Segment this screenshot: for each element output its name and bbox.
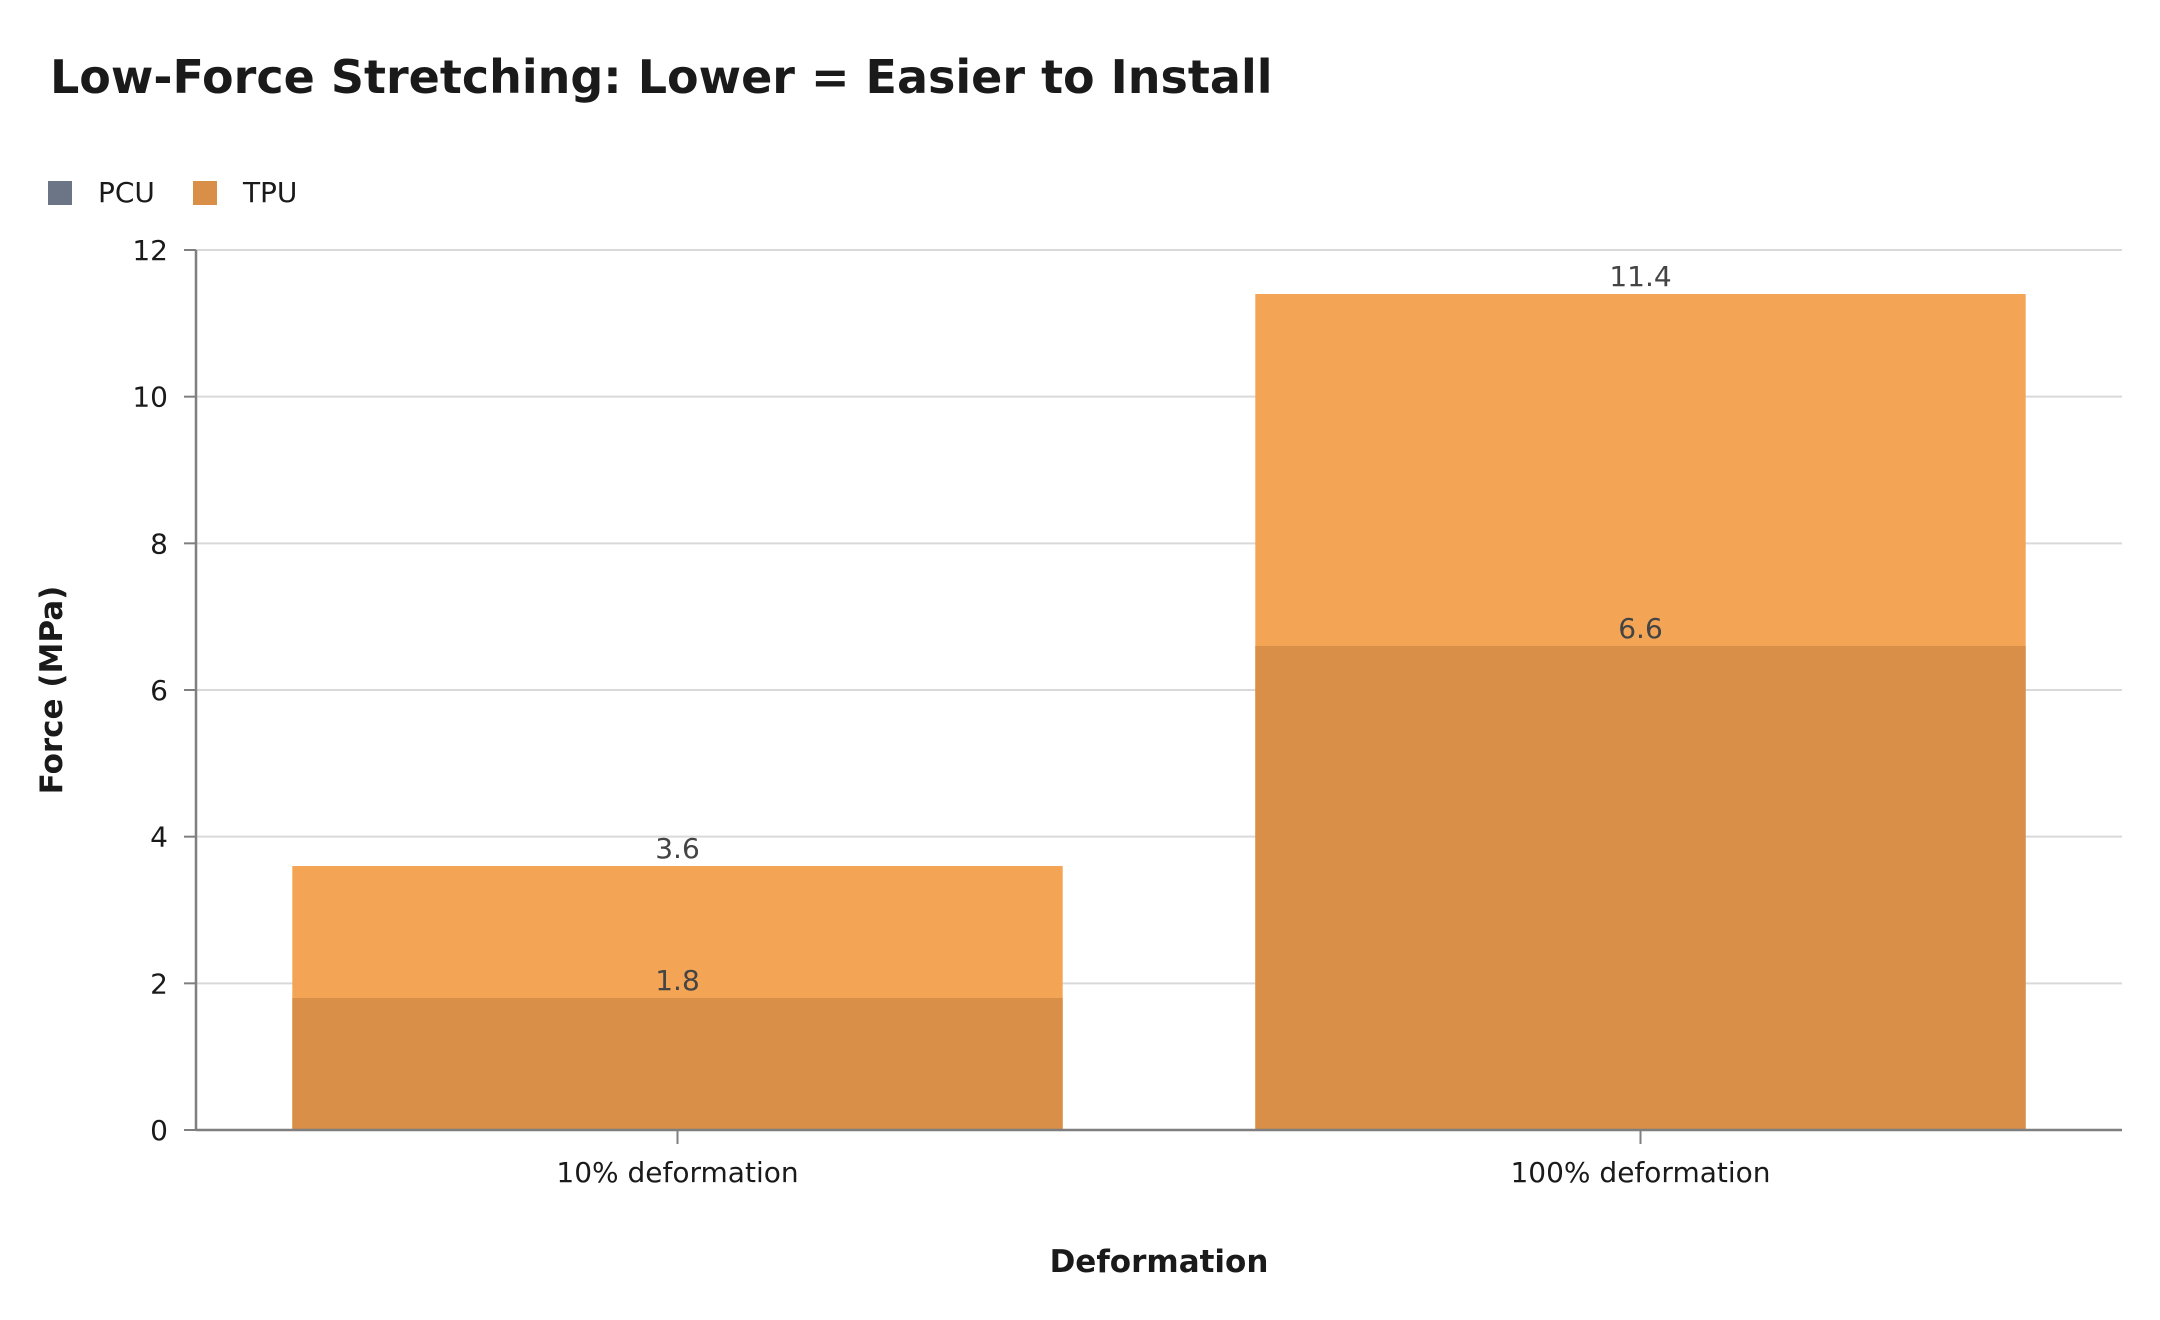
- chart-title: Low-Force Stretching: Lower = Easier to …: [50, 50, 1273, 104]
- legend-item-pcu[interactable]: PCU: [48, 176, 155, 209]
- data-label-tpu-0: 3.6: [655, 832, 700, 865]
- y-tick-label: 0: [150, 1114, 168, 1147]
- x-tick-label: 10% deformation: [556, 1156, 798, 1189]
- y-tick-label: 8: [150, 527, 168, 560]
- data-label-pcu-0: 1.8: [655, 964, 700, 997]
- legend-label-tpu: TPU: [242, 176, 298, 209]
- legend-swatch-tpu: [192, 180, 217, 205]
- x-tick-label: 100% deformation: [1510, 1156, 1770, 1189]
- bar-pcu-1: [1255, 646, 2026, 1130]
- data-label-tpu-1: 11.4: [1609, 260, 1671, 293]
- axes: 0 2 4 6 8 10 12 10% deformation 100% deformation: [132, 234, 2122, 1189]
- legend: PCU TPU: [48, 176, 335, 209]
- bar-pcu-0: [292, 998, 1063, 1130]
- y-tick-label: 4: [150, 821, 168, 854]
- bars: [292, 294, 2026, 1130]
- y-tick-label: 10: [132, 381, 168, 414]
- legend-label-pcu: PCU: [98, 176, 155, 209]
- y-tick-label: 12: [132, 234, 168, 267]
- y-tick-label: 2: [150, 967, 168, 1000]
- data-label-pcu-1: 6.6: [1618, 612, 1663, 645]
- legend-item-tpu[interactable]: TPU: [192, 176, 298, 209]
- data-labels: 3.6 1.8 11.4 6.6: [655, 260, 1671, 997]
- y-axis-title: Force (MPa): [34, 586, 70, 795]
- y-tick-label: 6: [150, 674, 168, 707]
- legend-swatch-pcu: [48, 180, 72, 205]
- x-axis-title: Deformation: [1050, 1244, 1269, 1280]
